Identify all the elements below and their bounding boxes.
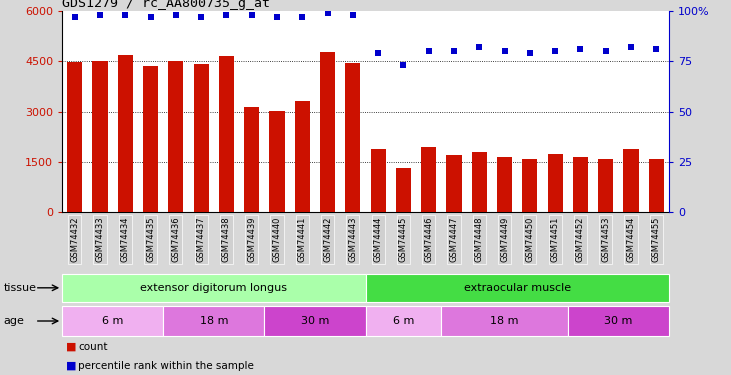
Text: 30 m: 30 m [300, 316, 329, 326]
Bar [573, 157, 588, 212]
Bar [143, 66, 158, 212]
Point [372, 50, 384, 56]
Bar [67, 62, 83, 212]
Bar [366, 274, 669, 302]
Text: 6 m: 6 m [393, 316, 414, 326]
Point [322, 10, 333, 16]
Text: percentile rank within the sample: percentile rank within the sample [78, 361, 254, 370]
Point [524, 50, 536, 56]
Bar [62, 274, 366, 302]
Point [575, 46, 586, 53]
Point [271, 14, 283, 20]
Bar [447, 155, 461, 212]
Point [119, 12, 131, 18]
Bar [118, 55, 133, 212]
Point [474, 44, 485, 50]
Bar [62, 306, 163, 336]
Point [347, 12, 359, 18]
Point [549, 48, 561, 54]
Bar [442, 306, 568, 336]
Point [145, 14, 156, 20]
Bar [421, 147, 436, 212]
Point [651, 46, 662, 53]
Point [398, 62, 409, 68]
Text: 30 m: 30 m [604, 316, 632, 326]
Text: extraocular muscle: extraocular muscle [463, 283, 571, 293]
Bar [295, 101, 310, 212]
Bar [168, 61, 183, 212]
Bar [163, 306, 265, 336]
Bar [648, 159, 664, 212]
Point [499, 48, 510, 54]
Text: tissue: tissue [4, 283, 37, 293]
Point [246, 12, 257, 18]
Bar [320, 53, 335, 212]
Text: 6 m: 6 m [102, 316, 124, 326]
Point [170, 12, 182, 18]
Text: extensor digitorum longus: extensor digitorum longus [140, 283, 287, 293]
Bar [219, 56, 234, 212]
Point [625, 44, 637, 50]
Text: ■: ■ [66, 342, 80, 352]
Bar [395, 168, 411, 212]
Point [297, 14, 308, 20]
Text: GDS1279 / rc_AA800735_g_at: GDS1279 / rc_AA800735_g_at [62, 0, 270, 10]
Text: age: age [4, 316, 25, 326]
Text: 18 m: 18 m [200, 316, 228, 326]
Bar [522, 159, 537, 212]
Point [221, 12, 232, 18]
Point [600, 48, 612, 54]
Bar [194, 64, 209, 212]
Bar [471, 152, 487, 212]
Bar [265, 306, 366, 336]
Point [195, 14, 207, 20]
Bar [345, 63, 360, 212]
Bar [366, 306, 442, 336]
Point [423, 48, 434, 54]
Bar [270, 111, 284, 212]
Text: ■: ■ [66, 361, 80, 370]
Point [94, 12, 106, 18]
Bar [244, 106, 260, 212]
Point [69, 14, 80, 20]
Bar [371, 149, 386, 212]
Point [448, 48, 460, 54]
Bar [568, 306, 669, 336]
Bar [92, 62, 107, 212]
Bar [624, 149, 638, 212]
Text: 18 m: 18 m [491, 316, 519, 326]
Bar [598, 159, 613, 212]
Bar [548, 154, 563, 212]
Bar [497, 158, 512, 212]
Text: count: count [78, 342, 107, 352]
